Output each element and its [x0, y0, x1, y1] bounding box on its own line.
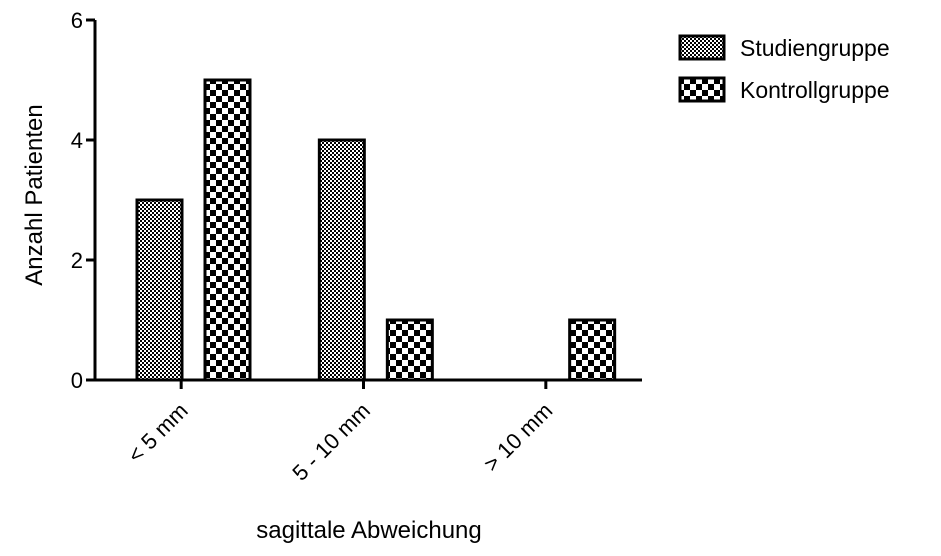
bar-studiengruppe-5-10-mm	[317, 138, 366, 382]
bar-kontrollgruppe-10-mm	[568, 318, 617, 382]
x-tick-label: 5 - 10 mm	[287, 398, 375, 486]
y-tick-label: 2	[71, 248, 83, 273]
legend-swatch-studiengruppe	[678, 34, 726, 61]
x-tick-label: < 5 mm	[123, 398, 193, 468]
y-axis-title: Anzahl Patienten	[21, 104, 48, 285]
bars	[135, 78, 617, 382]
y-tick-label: 6	[71, 8, 83, 33]
legend-swatch-kontrollgruppe	[678, 76, 726, 103]
y-axis: 0 2 4 6	[71, 8, 97, 393]
bar-kontrollgruppe-5-mm	[203, 78, 252, 382]
x-axis: < 5 mm 5 - 10 mm > 10 mm	[95, 378, 642, 486]
x-axis-title: sagittale Abweichung	[256, 517, 482, 544]
y-tick-label: 0	[71, 368, 83, 393]
legend-label-kontrollgruppe: Kontrollgruppe	[740, 77, 890, 103]
bar-kontrollgruppe-5-10-mm	[385, 318, 434, 382]
y-tick-label: 4	[71, 128, 83, 153]
y-ticks: 0 2 4 6	[71, 8, 95, 393]
x-tick-label: > 10 mm	[479, 398, 558, 477]
legend: Studiengruppe Kontrollgruppe	[678, 34, 890, 103]
x-ticks: < 5 mm 5 - 10 mm > 10 mm	[123, 380, 558, 486]
legend-label-studiengruppe: Studiengruppe	[740, 35, 890, 61]
bar-studiengruppe-5-mm	[135, 198, 184, 382]
